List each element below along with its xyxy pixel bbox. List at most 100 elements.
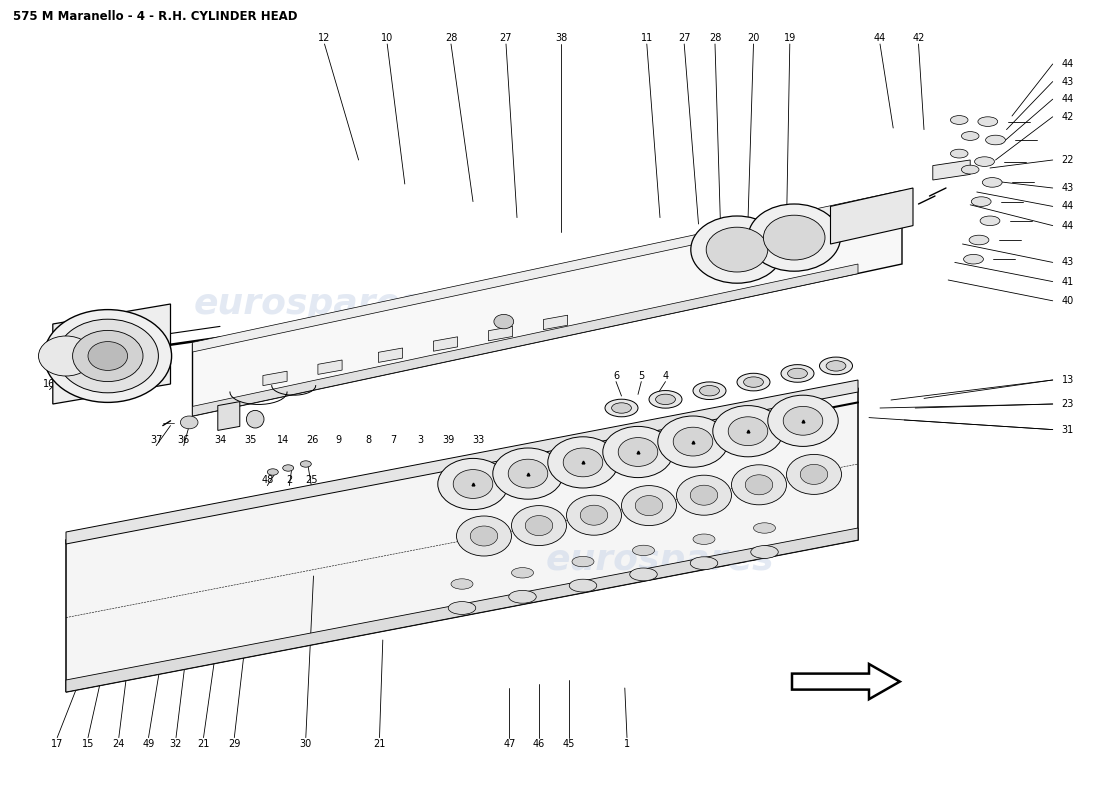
Text: 28: 28 xyxy=(444,34,458,43)
Polygon shape xyxy=(192,190,902,352)
Text: 44: 44 xyxy=(873,34,887,43)
Ellipse shape xyxy=(612,403,631,414)
Circle shape xyxy=(618,438,658,466)
Circle shape xyxy=(508,459,548,488)
Text: 41: 41 xyxy=(1062,277,1074,286)
Ellipse shape xyxy=(826,361,846,371)
Ellipse shape xyxy=(975,157,994,166)
Text: 21: 21 xyxy=(373,739,386,749)
Text: 29: 29 xyxy=(228,739,241,749)
Text: 6: 6 xyxy=(613,371,619,381)
Text: 45: 45 xyxy=(562,739,575,749)
Ellipse shape xyxy=(737,374,770,391)
Circle shape xyxy=(581,506,607,525)
Text: 37: 37 xyxy=(150,435,163,445)
Circle shape xyxy=(453,470,493,498)
Ellipse shape xyxy=(691,557,717,570)
Circle shape xyxy=(493,448,563,499)
Text: 47: 47 xyxy=(503,739,516,749)
Text: 49: 49 xyxy=(142,739,155,749)
Polygon shape xyxy=(192,264,858,416)
Polygon shape xyxy=(66,380,858,544)
Text: 32: 32 xyxy=(169,739,183,749)
Text: 48: 48 xyxy=(261,475,274,485)
Polygon shape xyxy=(218,402,240,430)
Text: 33: 33 xyxy=(472,435,485,445)
Text: 26: 26 xyxy=(306,435,319,445)
Text: 24: 24 xyxy=(112,739,125,749)
Circle shape xyxy=(745,475,772,494)
Polygon shape xyxy=(53,304,170,404)
Text: eurospares: eurospares xyxy=(194,287,422,321)
Text: 11: 11 xyxy=(640,34,653,43)
Ellipse shape xyxy=(788,368,807,378)
Circle shape xyxy=(180,416,198,429)
Ellipse shape xyxy=(605,399,638,417)
Text: 13: 13 xyxy=(1062,375,1074,385)
Circle shape xyxy=(512,506,566,546)
Text: 2: 2 xyxy=(286,475,293,485)
Circle shape xyxy=(673,427,713,456)
Ellipse shape xyxy=(649,390,682,408)
Ellipse shape xyxy=(820,357,852,374)
Ellipse shape xyxy=(754,523,776,534)
Text: 40: 40 xyxy=(1062,296,1074,306)
Text: 44: 44 xyxy=(1062,202,1074,211)
Text: 5: 5 xyxy=(638,371,645,381)
Ellipse shape xyxy=(246,410,264,428)
Circle shape xyxy=(768,395,838,446)
Text: 23: 23 xyxy=(1062,399,1074,409)
Ellipse shape xyxy=(744,377,763,387)
Text: 17: 17 xyxy=(51,739,64,749)
Text: 42: 42 xyxy=(1062,112,1074,122)
Text: 22: 22 xyxy=(1062,155,1074,165)
Circle shape xyxy=(658,416,728,467)
Circle shape xyxy=(471,526,497,546)
Ellipse shape xyxy=(267,469,278,475)
Text: eurospares: eurospares xyxy=(546,543,774,577)
Text: 4: 4 xyxy=(662,371,669,381)
Circle shape xyxy=(621,486,676,526)
Text: 19: 19 xyxy=(783,34,796,43)
Text: 36: 36 xyxy=(177,435,190,445)
Polygon shape xyxy=(830,188,913,244)
Text: 38: 38 xyxy=(554,34,568,43)
Ellipse shape xyxy=(632,546,654,555)
Circle shape xyxy=(713,406,783,457)
Ellipse shape xyxy=(986,135,1005,145)
Ellipse shape xyxy=(969,235,989,245)
Circle shape xyxy=(88,342,128,370)
Ellipse shape xyxy=(629,568,658,581)
Polygon shape xyxy=(792,664,900,699)
Text: 34: 34 xyxy=(213,435,227,445)
Ellipse shape xyxy=(781,365,814,382)
Ellipse shape xyxy=(693,534,715,545)
Polygon shape xyxy=(66,528,858,692)
Circle shape xyxy=(44,310,172,402)
Ellipse shape xyxy=(750,546,779,558)
Text: 25: 25 xyxy=(305,475,318,485)
Ellipse shape xyxy=(700,386,719,396)
Ellipse shape xyxy=(950,149,968,158)
Text: 42: 42 xyxy=(912,34,925,43)
Circle shape xyxy=(57,319,158,393)
Ellipse shape xyxy=(572,557,594,566)
Circle shape xyxy=(526,515,552,536)
Text: 35: 35 xyxy=(103,379,117,389)
Text: 1: 1 xyxy=(624,739,630,749)
Circle shape xyxy=(786,454,842,494)
Circle shape xyxy=(566,495,621,535)
Ellipse shape xyxy=(449,602,475,614)
Text: 43: 43 xyxy=(1062,258,1074,267)
Circle shape xyxy=(73,330,143,382)
Text: 43: 43 xyxy=(1062,183,1074,193)
Text: 27: 27 xyxy=(678,34,691,43)
Polygon shape xyxy=(433,337,458,351)
Polygon shape xyxy=(192,192,902,416)
Circle shape xyxy=(728,417,768,446)
Text: 35: 35 xyxy=(244,435,257,445)
Circle shape xyxy=(438,458,508,510)
Ellipse shape xyxy=(982,178,1002,187)
Text: 31: 31 xyxy=(1062,425,1074,434)
Text: 14: 14 xyxy=(276,435,289,445)
